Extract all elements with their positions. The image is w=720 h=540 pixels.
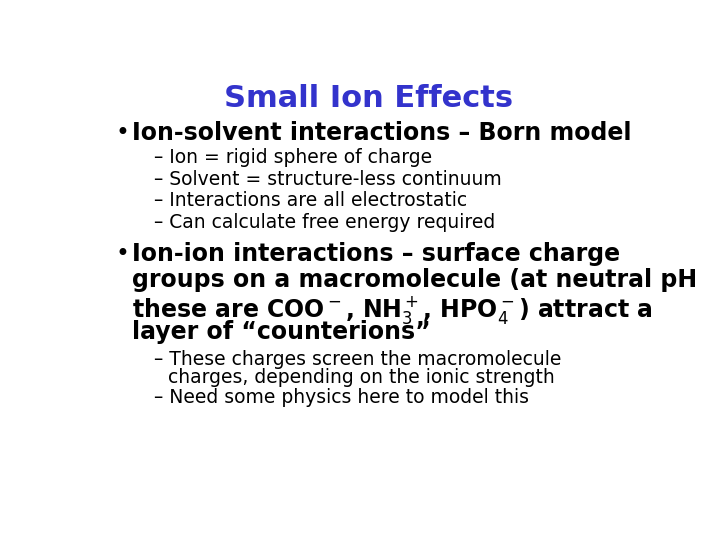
Text: Small Ion Effects: Small Ion Effects <box>225 84 513 112</box>
Text: these are COO$^-$, NH$_3^+$, HPO$_4^-$) attract a: these are COO$^-$, NH$_3^+$, HPO$_4^-$) … <box>132 294 652 326</box>
Text: – Interactions are all electrostatic: – Interactions are all electrostatic <box>154 191 467 210</box>
Text: – Ion = rigid sphere of charge: – Ion = rigid sphere of charge <box>154 148 432 167</box>
Text: – Can calculate free energy required: – Can calculate free energy required <box>154 213 495 232</box>
Text: groups on a macromolecule (at neutral pH: groups on a macromolecule (at neutral pH <box>132 268 697 292</box>
Text: layer of “counterions”: layer of “counterions” <box>132 320 431 344</box>
Text: – Solvent = structure-less continuum: – Solvent = structure-less continuum <box>154 170 502 188</box>
Text: •: • <box>115 121 129 145</box>
Text: •: • <box>115 241 129 266</box>
Text: Ion-solvent interactions – Born model: Ion-solvent interactions – Born model <box>132 121 631 145</box>
Text: Ion-ion interactions – surface charge: Ion-ion interactions – surface charge <box>132 241 620 266</box>
Text: – Need some physics here to model this: – Need some physics here to model this <box>154 388 529 407</box>
Text: – These charges screen the macromolecule: – These charges screen the macromolecule <box>154 350 562 369</box>
Text: charges, depending on the ionic strength: charges, depending on the ionic strength <box>168 368 555 387</box>
